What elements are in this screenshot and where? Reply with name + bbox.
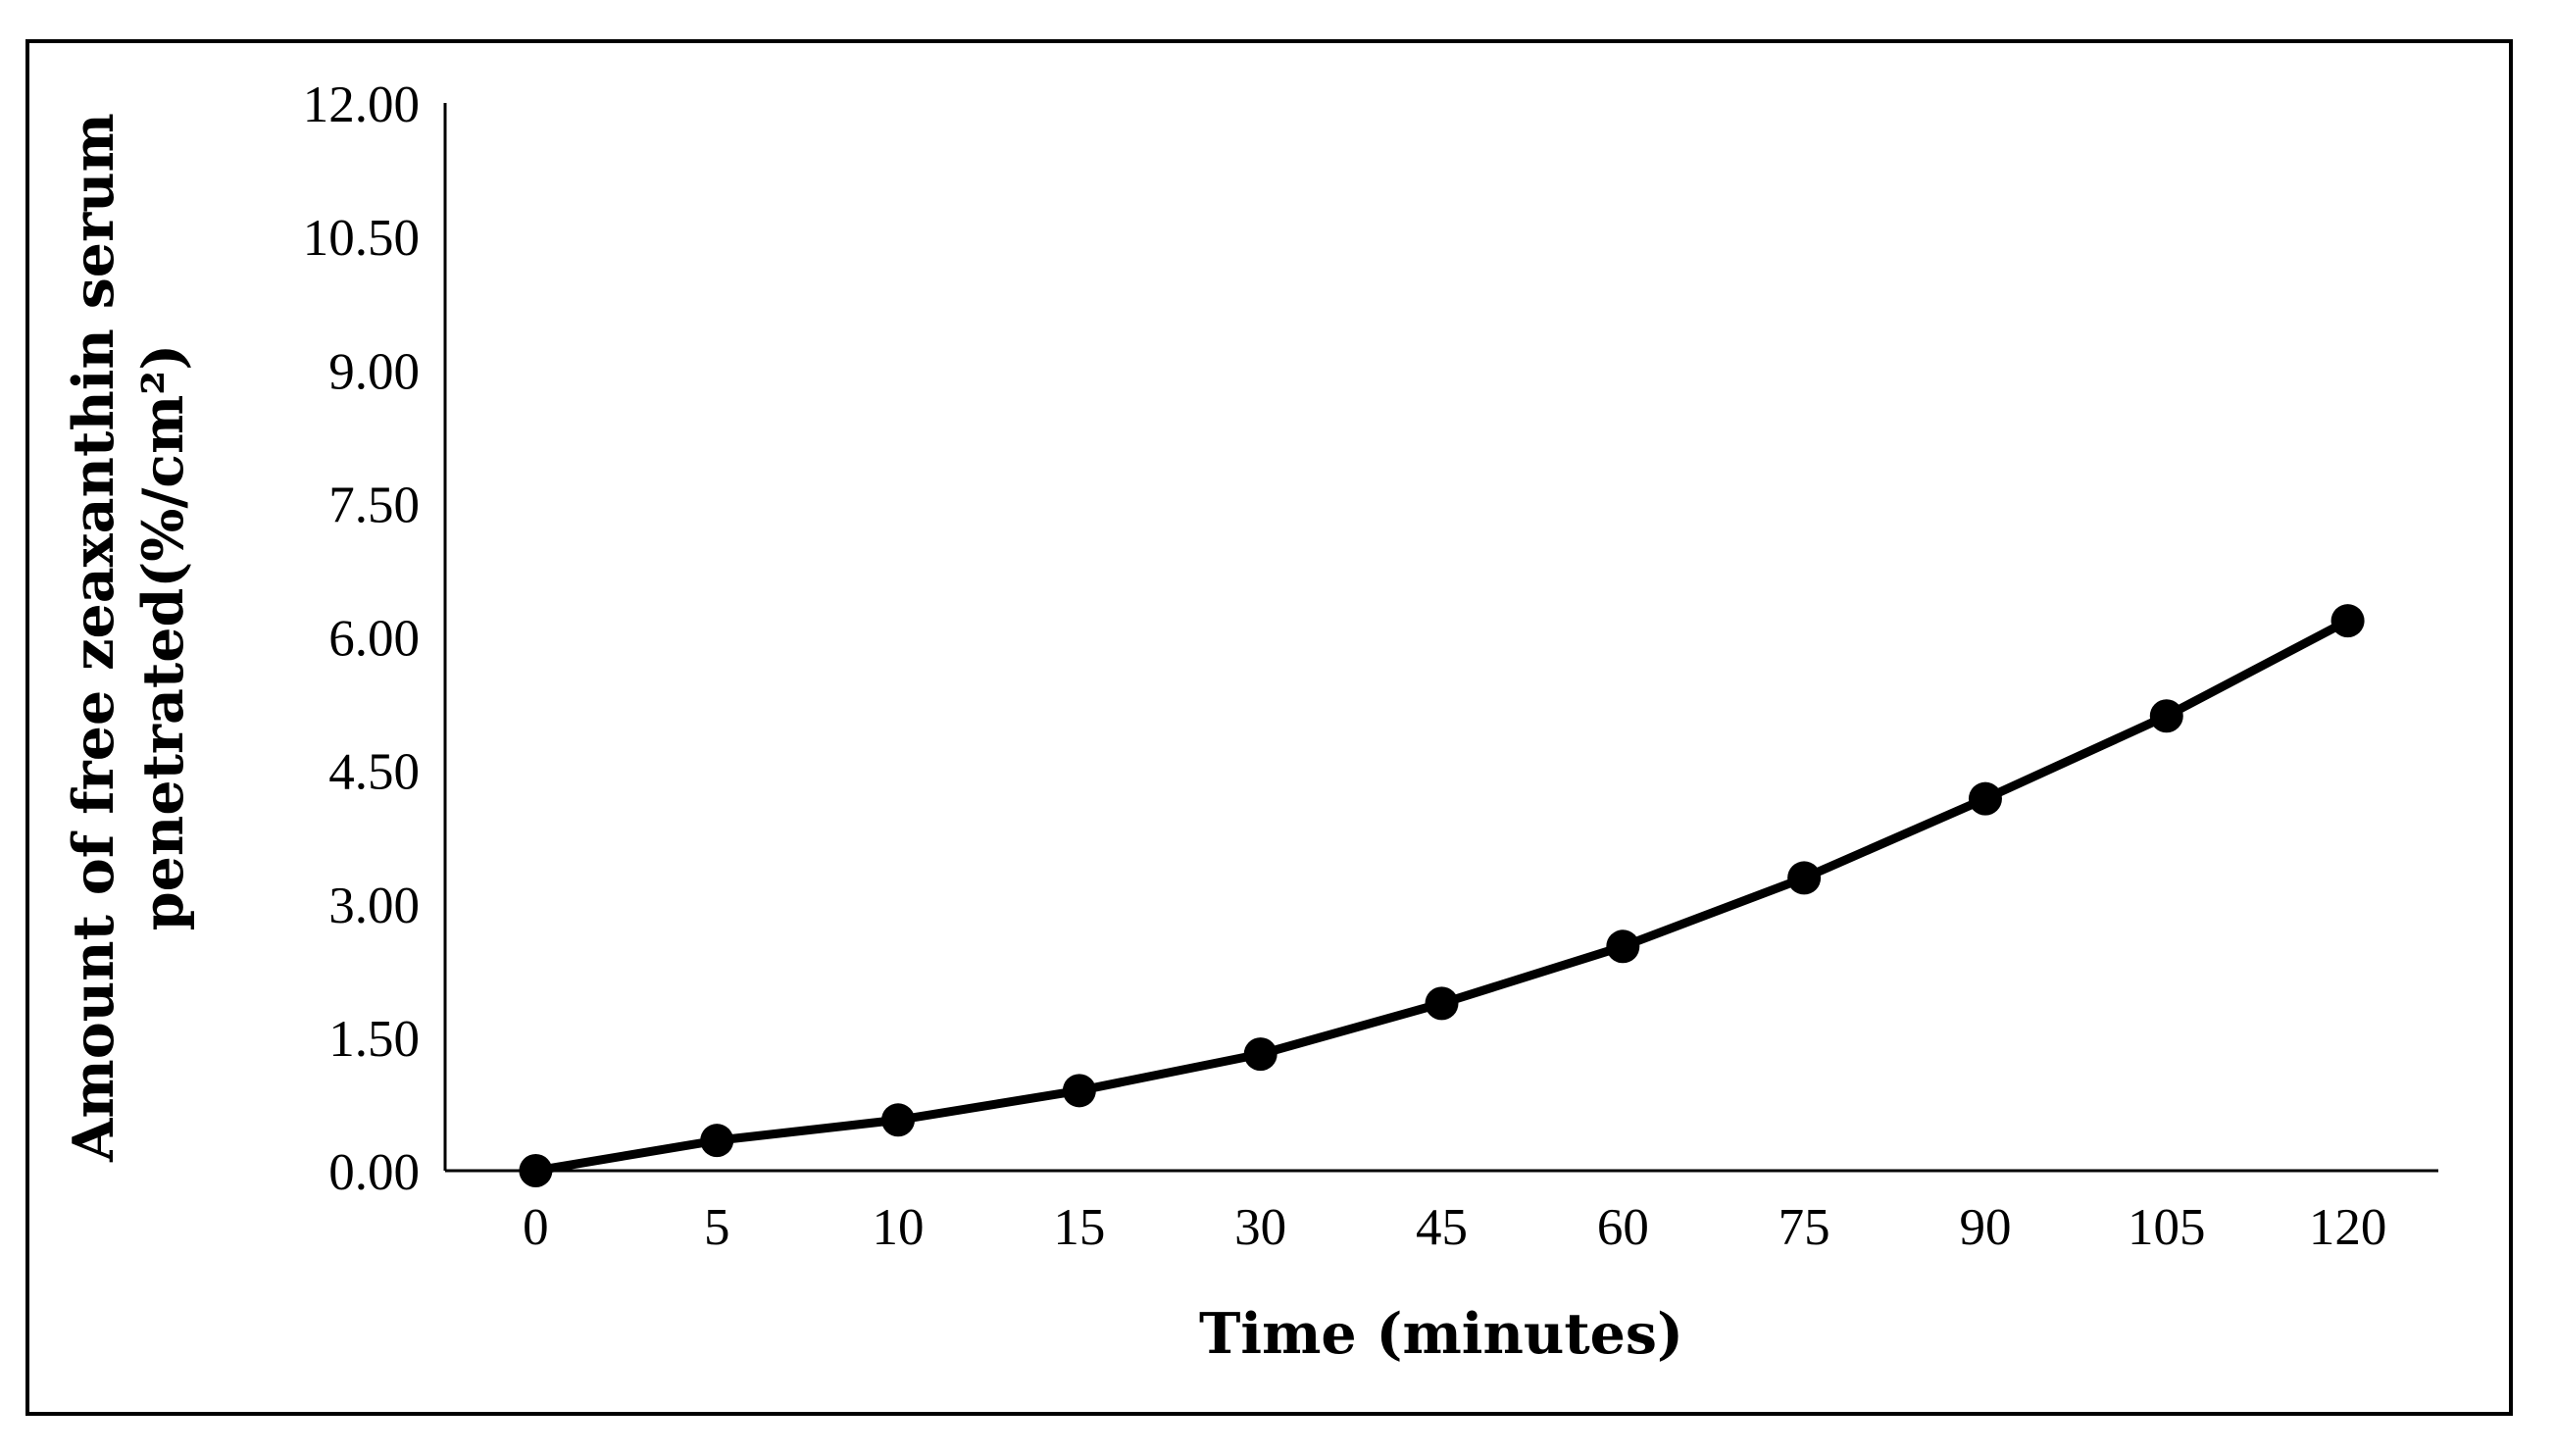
data-point-marker [1787,861,1822,895]
data-point-marker [700,1124,734,1158]
x-tick-label: 10 [873,1199,925,1256]
y-axis-tick-labels: 0.00 1.50 3.00 4.50 6.00 7.50 9.00 10.50 12.00 [303,76,420,1201]
series-line [530,616,2353,1176]
y-tick-label: 0.00 [328,1144,420,1201]
y-axis-title-line1: Amount of free zeaxanthin serum [61,113,126,1163]
data-point-marker [1968,781,2002,816]
x-axis-tick-labels: 0 5 10 15 30 45 60 75 90 105 120 [523,1199,2386,1256]
x-tick-label: 105 [2128,1199,2206,1256]
y-tick-label: 1.50 [328,1011,420,1068]
y-tick-label: 4.50 [328,744,420,801]
x-tick-label: 75 [1778,1199,1830,1256]
x-tick-label: 90 [1959,1199,2011,1256]
data-point-marker [519,1154,553,1187]
data-point-marker [881,1103,916,1137]
y-tick-label: 9.00 [328,343,420,400]
x-tick-label: 120 [2309,1199,2387,1256]
y-axis-title-line2: penetrated(%/cm²) [130,344,196,930]
x-tick-label: 0 [523,1199,549,1256]
data-series [519,604,2365,1187]
figure-border [25,39,2513,1416]
x-tick-label: 30 [1234,1199,1286,1256]
data-point-marker [1062,1074,1096,1108]
y-tick-label: 12.00 [303,76,420,133]
data-point-marker [2330,604,2365,638]
x-tick-label: 15 [1053,1199,1105,1256]
data-point-marker [1243,1037,1278,1072]
data-point-marker [2149,699,2183,733]
x-tick-label: 60 [1597,1199,1649,1256]
y-tick-label: 7.50 [328,477,420,533]
data-point-marker [1425,986,1459,1021]
data-point-marker [1606,929,1640,964]
y-tick-label: 3.00 [328,878,420,934]
x-tick-label: 45 [1416,1199,1468,1256]
x-axis-title: Time (minutes) [1199,1301,1683,1367]
y-tick-label: 6.00 [328,611,420,668]
y-tick-label: 10.50 [303,210,420,267]
x-tick-label: 5 [704,1199,730,1256]
